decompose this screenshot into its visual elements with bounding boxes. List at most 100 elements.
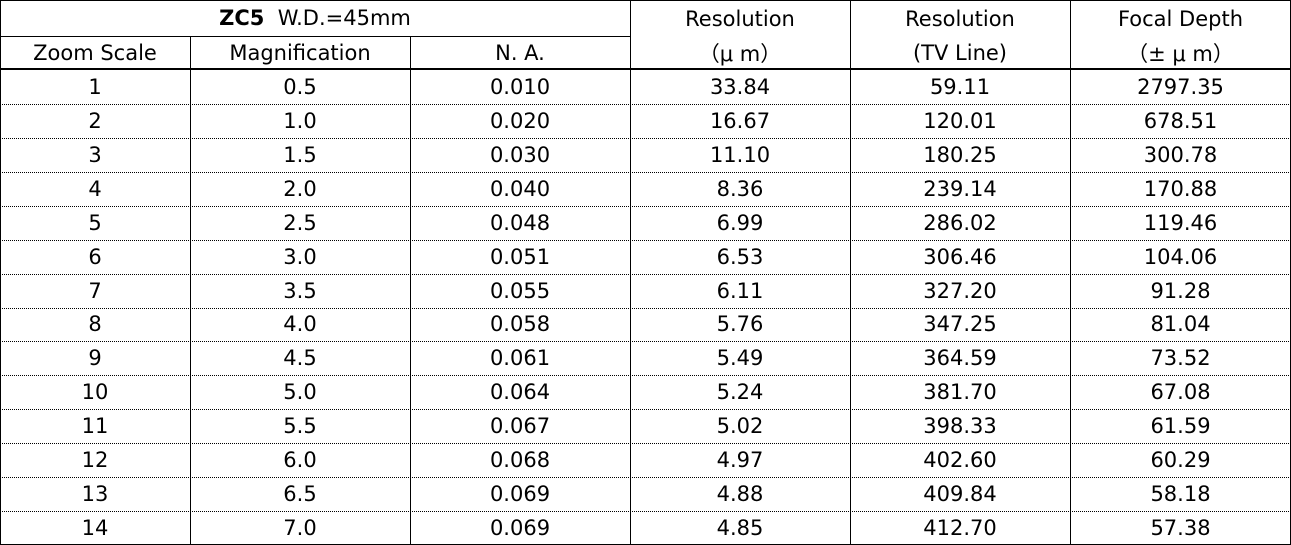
table-cell: 5.24 <box>716 380 764 405</box>
row-divider <box>0 443 1291 445</box>
row-divider <box>0 239 1291 241</box>
column-divider <box>1070 0 1071 545</box>
table-cell: 11.10 <box>709 142 771 167</box>
table-cell: 120.01 <box>923 108 997 133</box>
title: ZC5 <box>219 6 265 30</box>
table-cell: 8.36 <box>716 176 764 201</box>
table-cell: 0.010 <box>489 74 551 99</box>
table-cell: 4 <box>88 176 102 201</box>
table-cell: 67.08 <box>1150 380 1211 405</box>
table-cell: 3.5 <box>283 278 317 303</box>
row-divider <box>0 307 1291 309</box>
table-cell: 0.048 <box>489 210 551 235</box>
table-cell: 73.52 <box>1150 346 1211 371</box>
table-cell: 2 <box>88 108 102 133</box>
table-cell: 7.0 <box>283 516 317 541</box>
table-cell: 119.46 <box>1143 210 1218 235</box>
table-cell: 5.5 <box>283 414 317 439</box>
table-cell: 5 <box>88 210 102 235</box>
column-header: Focal Depth <box>1117 7 1244 31</box>
column-header: （± μ m） <box>1127 42 1234 66</box>
table-cell: 4.5 <box>283 346 317 371</box>
table-cell: 1.5 <box>283 142 317 167</box>
column-divider <box>410 36 411 545</box>
table-cell: 13 <box>81 482 109 507</box>
table-cell: 6.5 <box>283 482 317 507</box>
table-cell: 180.25 <box>923 142 997 167</box>
table-cell: 170.88 <box>1143 176 1218 201</box>
border <box>0 0 1291 1</box>
row-divider <box>0 273 1291 275</box>
table-cell: 0.064 <box>489 380 551 405</box>
row-divider <box>0 171 1291 173</box>
table-cell: 0.069 <box>489 482 551 507</box>
table-cell: 0.067 <box>489 414 551 439</box>
table-cell: 91.28 <box>1150 278 1211 303</box>
table-cell: 286.02 <box>923 210 997 235</box>
table-cell: 33.84 <box>709 74 771 99</box>
table-cell: 4.85 <box>716 516 764 541</box>
row-divider <box>0 103 1291 105</box>
column-header: (TV Line) <box>912 41 1008 65</box>
subtitle: W.D.=45mm <box>277 6 411 30</box>
table-cell: 2.5 <box>283 210 317 235</box>
table-cell: 0.058 <box>489 312 551 337</box>
table-cell: 1 <box>88 74 102 99</box>
table-cell: 347.25 <box>923 312 997 337</box>
table-cell: 8 <box>88 312 102 337</box>
table-cell: 12 <box>81 448 109 473</box>
column-header: N. A. <box>495 41 545 65</box>
column-header: Magnification <box>229 41 371 65</box>
table-cell: 0.061 <box>489 346 551 371</box>
table-cell: 6 <box>88 244 102 269</box>
column-header: Zoom Scale <box>33 41 157 65</box>
row-divider <box>0 341 1291 343</box>
column-divider <box>850 0 851 545</box>
table-cell: 14 <box>81 516 109 541</box>
column-divider <box>0 0 1 545</box>
table-cell: 678.51 <box>1143 108 1218 133</box>
table-cell: 0.020 <box>489 108 551 133</box>
row-divider <box>0 409 1291 411</box>
row-divider <box>0 137 1291 139</box>
table-cell: 7 <box>88 278 102 303</box>
column-header: Resolution <box>905 7 1015 31</box>
table-cell: 306.46 <box>923 244 997 269</box>
table-cell: 104.06 <box>1143 244 1218 269</box>
column-header: （μ m） <box>698 42 782 66</box>
table-cell: 364.59 <box>923 346 997 371</box>
table-cell: 6.0 <box>283 448 317 473</box>
row-divider <box>0 511 1291 513</box>
table-cell: 5.02 <box>716 414 764 439</box>
header-divider <box>0 36 630 37</box>
column-header: Resolution <box>685 7 795 31</box>
table-cell: 0.069 <box>489 516 551 541</box>
table-cell: 58.18 <box>1150 482 1211 507</box>
table-cell: 16.67 <box>709 108 771 133</box>
table-cell: 327.20 <box>923 278 997 303</box>
table-cell: 6.53 <box>716 244 764 269</box>
table-cell: 409.84 <box>923 482 997 507</box>
table-cell: 0.051 <box>489 244 551 269</box>
table-cell: 81.04 <box>1150 312 1211 337</box>
table-cell: 9 <box>88 346 102 371</box>
table-cell: 11 <box>81 414 109 439</box>
table-cell: 4.97 <box>716 448 764 473</box>
table-cell: 3.0 <box>283 244 317 269</box>
row-divider <box>0 477 1291 479</box>
table-cell: 402.60 <box>923 448 997 473</box>
table-cell: 1.0 <box>283 108 317 133</box>
table-cell: 57.38 <box>1150 516 1211 541</box>
table-cell: 239.14 <box>923 176 997 201</box>
row-divider <box>0 375 1291 377</box>
table-cell: 0.068 <box>489 448 551 473</box>
table-cell: 412.70 <box>923 516 997 541</box>
row-divider <box>0 205 1291 207</box>
table-cell: 0.030 <box>489 142 551 167</box>
table-cell: 398.33 <box>923 414 997 439</box>
table-cell: 5.76 <box>716 312 764 337</box>
column-divider <box>190 36 191 545</box>
table-cell: 2.0 <box>283 176 317 201</box>
column-divider <box>630 0 631 545</box>
